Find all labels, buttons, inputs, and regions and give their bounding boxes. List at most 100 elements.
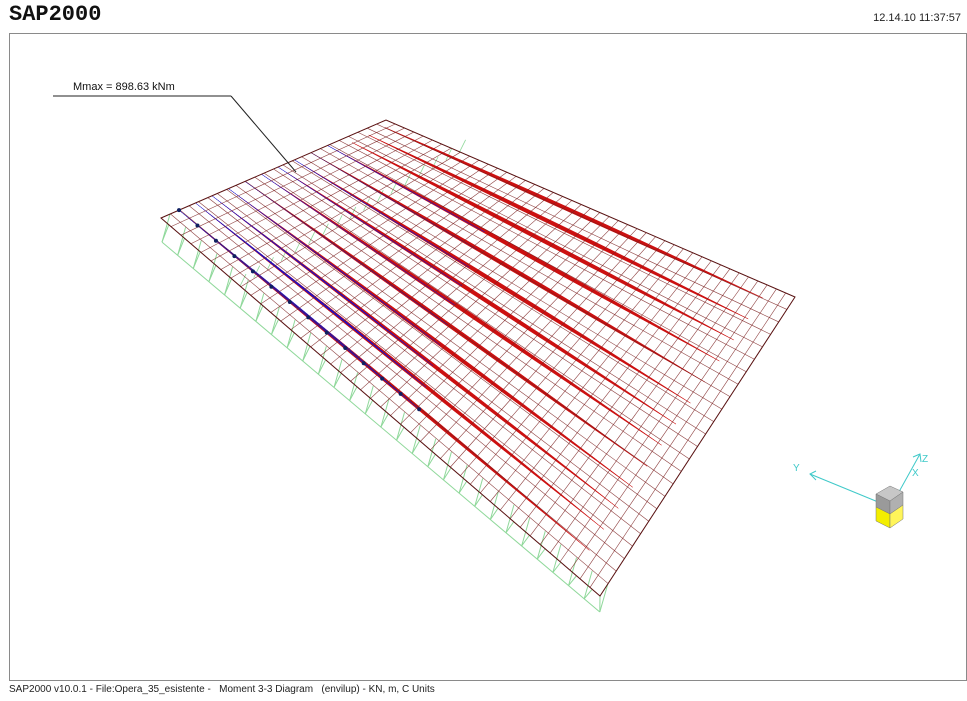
support-member bbox=[459, 139, 466, 153]
joint-marker bbox=[195, 223, 200, 228]
mesh-line bbox=[480, 248, 684, 494]
joint-marker bbox=[232, 254, 237, 259]
support-member bbox=[302, 332, 312, 362]
mesh-line bbox=[589, 292, 786, 588]
mesh-line bbox=[170, 123, 396, 227]
mesh-line bbox=[360, 200, 573, 391]
mesh-line bbox=[529, 268, 731, 537]
support-member bbox=[427, 438, 437, 467]
support-member bbox=[445, 148, 453, 161]
mesh-line bbox=[250, 155, 470, 296]
mesh-line bbox=[430, 228, 638, 451]
mesh-line bbox=[210, 139, 433, 262]
mesh-line bbox=[350, 196, 563, 382]
support-member bbox=[333, 373, 342, 388]
support-member bbox=[489, 507, 499, 520]
mesh-line bbox=[290, 172, 508, 330]
mesh-line bbox=[320, 184, 535, 356]
support-member bbox=[322, 223, 329, 236]
mesh-line bbox=[240, 151, 461, 287]
mesh-line bbox=[400, 216, 610, 425]
support-member bbox=[552, 561, 562, 573]
support-member bbox=[505, 521, 515, 534]
support-base bbox=[161, 241, 601, 613]
support-member bbox=[253, 265, 261, 278]
mesh-line bbox=[509, 260, 712, 519]
mesh-line bbox=[490, 252, 693, 502]
support-member bbox=[224, 278, 233, 296]
joint-marker bbox=[250, 269, 255, 274]
support-member bbox=[521, 534, 530, 547]
support-member bbox=[443, 467, 452, 481]
moment-negative-region bbox=[195, 202, 427, 388]
moment-negative-region bbox=[228, 188, 441, 346]
support-member bbox=[380, 398, 390, 428]
support-member bbox=[427, 453, 436, 467]
support-member bbox=[177, 238, 185, 256]
joint-marker bbox=[287, 300, 292, 305]
x-axis-label: X bbox=[912, 468, 919, 479]
mesh-line bbox=[559, 280, 759, 562]
support-member bbox=[255, 305, 264, 322]
mesh-line bbox=[519, 264, 721, 528]
support-member bbox=[286, 319, 296, 348]
support-member bbox=[458, 480, 468, 494]
moment-negative-region bbox=[277, 166, 463, 287]
support-member bbox=[239, 273, 247, 287]
support-member bbox=[161, 224, 170, 243]
mesh-line bbox=[300, 176, 517, 339]
mesh-line bbox=[549, 276, 749, 554]
mesh-line bbox=[220, 143, 442, 270]
moment-diagrams bbox=[178, 127, 763, 551]
joint-marker bbox=[177, 208, 181, 213]
joint-marker bbox=[398, 391, 403, 396]
mesh-line bbox=[330, 188, 545, 365]
support-member bbox=[317, 359, 327, 375]
app-title: SAP2000 bbox=[9, 2, 102, 27]
support-member bbox=[349, 386, 358, 401]
model-viewport[interactable]: Mmax = 898.63 kNm Y Z X bbox=[9, 33, 967, 681]
mesh-line bbox=[470, 244, 675, 485]
joint-marker bbox=[417, 407, 422, 412]
moment-negative-region bbox=[327, 145, 485, 233]
mesh-line bbox=[370, 204, 582, 399]
mesh-line bbox=[499, 256, 703, 511]
support-member bbox=[583, 570, 593, 599]
support-member bbox=[380, 413, 389, 428]
mesh-line bbox=[230, 147, 452, 279]
joint-marker bbox=[324, 330, 329, 335]
mesh-line bbox=[569, 284, 768, 571]
support-member bbox=[239, 292, 248, 309]
support-member bbox=[317, 346, 327, 375]
timestamp: 12.14.10 11:37:57 bbox=[873, 12, 961, 24]
mesh-line bbox=[380, 208, 591, 408]
structure-view[interactable]: Mmax = 898.63 kNm Y Z X bbox=[10, 34, 966, 680]
support-member bbox=[364, 400, 374, 415]
z-axis-arrow bbox=[912, 453, 922, 463]
support-member bbox=[349, 206, 357, 220]
support-frames bbox=[161, 139, 609, 613]
joint-marker bbox=[269, 284, 274, 289]
support-member bbox=[404, 173, 412, 186]
mesh-line bbox=[340, 192, 554, 373]
support-member bbox=[418, 164, 425, 178]
mesh-line bbox=[539, 272, 740, 545]
support-member bbox=[255, 293, 265, 322]
joint-marker bbox=[213, 238, 218, 243]
support-member bbox=[442, 451, 452, 481]
joint-markers bbox=[177, 208, 422, 412]
support-member bbox=[192, 251, 201, 269]
plate-outline bbox=[160, 119, 796, 597]
mesh-line bbox=[390, 212, 601, 416]
y-axis-arrow bbox=[809, 470, 817, 481]
y-axis-line bbox=[809, 473, 884, 505]
support-member bbox=[568, 575, 577, 586]
support-member bbox=[333, 359, 343, 388]
support-member bbox=[177, 227, 187, 256]
joint-marker bbox=[343, 345, 348, 350]
support-member bbox=[583, 588, 593, 600]
mesh-line bbox=[260, 159, 480, 305]
mmax-annotation: Mmax = 898.63 kNm bbox=[73, 81, 175, 93]
joint-marker bbox=[361, 361, 366, 366]
support-member bbox=[208, 265, 217, 282]
